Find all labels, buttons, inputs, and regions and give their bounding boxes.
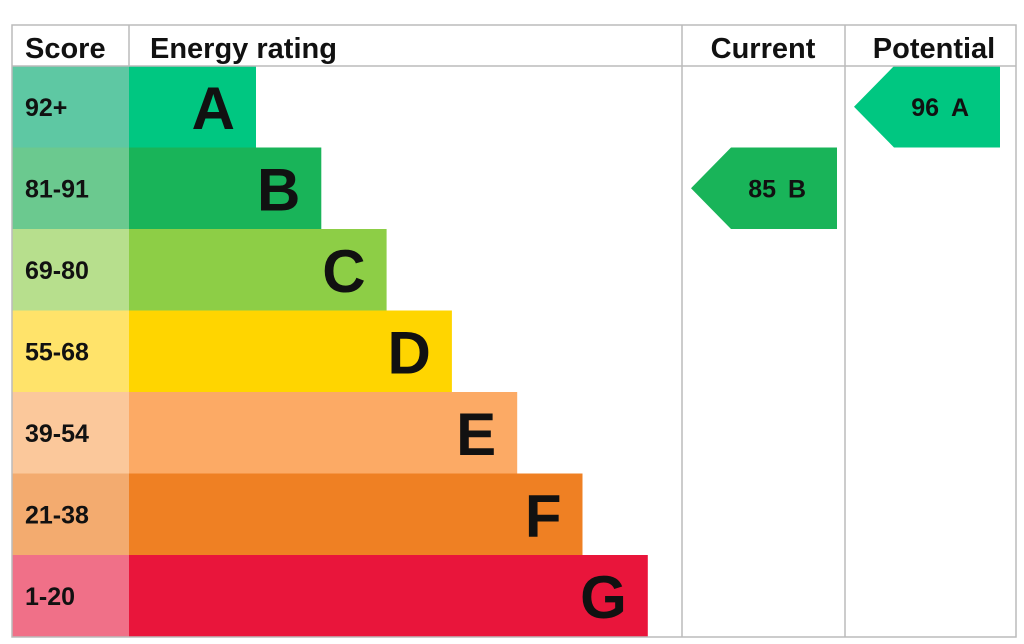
band-bar-g bbox=[129, 555, 648, 637]
table-grid bbox=[11, 24, 1017, 638]
potential-rating-letter: A bbox=[951, 94, 969, 122]
band-letter-f: F bbox=[525, 482, 562, 549]
band-letter-d: D bbox=[388, 319, 431, 386]
current-rating-value: 85 bbox=[748, 175, 776, 203]
score-cell-b bbox=[12, 147, 129, 229]
band-letter-a: A bbox=[192, 75, 235, 142]
current-rating-arrow bbox=[691, 147, 837, 229]
score-range-g: 1-20 bbox=[25, 583, 75, 611]
header-potential: Potential bbox=[873, 33, 995, 65]
potential-rating-value: 96 bbox=[911, 94, 939, 122]
score-range-d: 55-68 bbox=[25, 338, 89, 366]
band-bar-e bbox=[129, 392, 518, 474]
score-cell-d bbox=[12, 310, 129, 392]
band-bar-f bbox=[129, 473, 583, 555]
score-cell-c bbox=[12, 229, 129, 311]
band-letter-e: E bbox=[456, 401, 496, 468]
score-cell-g bbox=[12, 555, 129, 637]
header-current: Current bbox=[711, 33, 816, 65]
band-letter-g: G bbox=[580, 564, 627, 631]
score-cell-e bbox=[12, 392, 129, 474]
rating-bands: 92+ A 81-91 B 69-80 C 55-68 D 39-54 E 21-38 F 1-20 G bbox=[12, 66, 648, 637]
band-letter-b: B bbox=[257, 156, 300, 223]
band-bar-a bbox=[129, 66, 256, 148]
score-range-e: 39-54 bbox=[25, 420, 89, 448]
score-range-a: 92+ bbox=[25, 94, 67, 122]
score-range-f: 21-38 bbox=[25, 501, 89, 529]
score-cell-f bbox=[12, 473, 129, 555]
potential-rating-arrow bbox=[854, 66, 1000, 148]
band-bar-b bbox=[129, 147, 322, 229]
score-range-c: 69-80 bbox=[25, 257, 89, 285]
header-score: Score bbox=[25, 33, 106, 65]
rating-indicators: 85 B 96 A bbox=[691, 66, 1000, 229]
score-range-b: 81-91 bbox=[25, 175, 89, 203]
current-rating-letter: B bbox=[788, 175, 806, 203]
band-bar-d bbox=[129, 310, 452, 392]
band-bar-c bbox=[129, 229, 387, 311]
band-letter-c: C bbox=[322, 238, 365, 305]
header-energy-rating: Energy rating bbox=[150, 33, 337, 65]
score-cell-a bbox=[12, 66, 129, 148]
